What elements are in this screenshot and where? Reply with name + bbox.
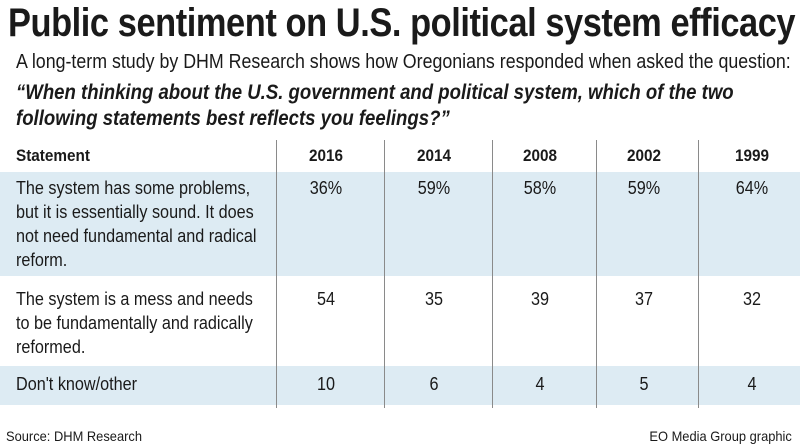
cell-row-2-2014: 35 xyxy=(424,289,444,309)
chart-title: Public sentiment on U.S. political syste… xyxy=(8,1,796,45)
chart-subtitle: A long-term study by DHM Research shows … xyxy=(16,51,791,73)
cell-row-2-2008: 39 xyxy=(530,289,550,309)
statement-row-2: The system is a mess and needs to be fun… xyxy=(16,289,253,357)
column-header-1999: 1999 xyxy=(734,146,770,165)
column-divider xyxy=(698,140,699,408)
column-divider xyxy=(276,140,277,408)
cell-row-2-1999: 32 xyxy=(742,289,762,309)
column-header-2008: 2008 xyxy=(522,146,558,165)
cell-row-3-2008: 4 xyxy=(535,374,545,394)
column-divider xyxy=(384,140,385,408)
statement-row-3: Don't know/other xyxy=(16,374,138,394)
cell-row-1-2008: 58% xyxy=(523,178,557,198)
cell-row-1-2016: 36% xyxy=(309,178,343,198)
column-divider xyxy=(596,140,597,408)
row-band-1 xyxy=(0,172,800,276)
cell-row-3-2014: 6 xyxy=(429,374,439,394)
source-note: Source: DHM Research xyxy=(6,428,143,444)
credit-note: EO Media Group graphic xyxy=(649,428,792,444)
column-divider xyxy=(492,140,493,408)
row-band-3 xyxy=(0,366,800,405)
survey-question: “When thinking about the U.S. government… xyxy=(16,81,734,130)
statement-row-1: The system has some problems, but it is … xyxy=(16,178,257,270)
cell-row-3-1999: 4 xyxy=(747,374,757,394)
cell-row-1-2014: 59% xyxy=(417,178,451,198)
cell-row-3-2016: 10 xyxy=(316,374,336,394)
cell-row-2-2002: 37 xyxy=(634,289,654,309)
cell-row-1-2002: 59% xyxy=(627,178,661,198)
column-header-2002: 2002 xyxy=(626,146,662,165)
column-header-2016: 2016 xyxy=(308,146,344,165)
cell-row-3-2002: 5 xyxy=(639,374,649,394)
column-header-statement: Statement xyxy=(16,146,90,165)
cell-row-1-1999: 64% xyxy=(735,178,769,198)
column-header-2014: 2014 xyxy=(416,146,452,165)
cell-row-2-2016: 54 xyxy=(316,289,336,309)
